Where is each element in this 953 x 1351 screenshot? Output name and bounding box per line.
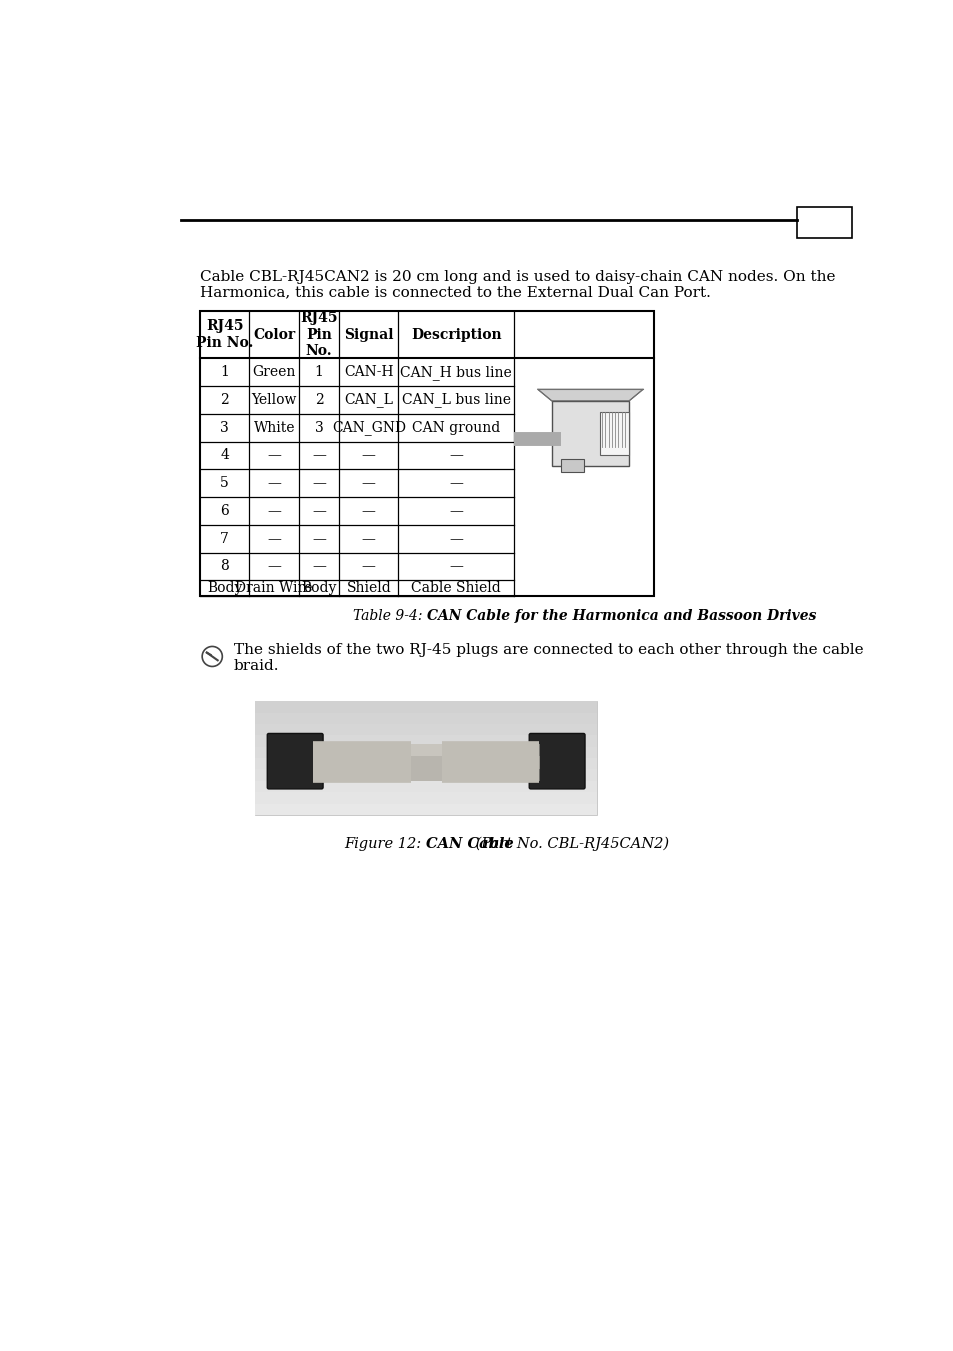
Text: Shield: Shield [346, 581, 391, 594]
Text: —: — [361, 449, 375, 462]
Text: Yellow: Yellow [252, 393, 296, 407]
Bar [254, 792, 597, 804]
Bar [254, 712, 597, 724]
Text: Signal: Signal [344, 327, 394, 342]
Text: —: — [312, 532, 326, 546]
Text: —: — [267, 559, 281, 573]
Text: Color: Color [253, 327, 295, 342]
Text: CAN_L bus line: CAN_L bus line [401, 393, 511, 408]
Text: White: White [253, 420, 294, 435]
Bar [796, 207, 852, 238]
Bar [254, 747, 597, 758]
Text: The shields of the two RJ-45 plugs are connected to each other through the cable: The shields of the two RJ-45 plugs are c… [233, 643, 862, 658]
Bar [254, 804, 597, 815]
Bar [317, 750, 333, 771]
Bar [254, 735, 597, 747]
Text: Harmonica, this cable is connected to the External Dual Can Port.: Harmonica, this cable is connected to th… [199, 285, 710, 300]
Text: 8: 8 [220, 559, 229, 573]
Text: CAN_L: CAN_L [344, 393, 393, 408]
Text: braid.: braid. [233, 659, 279, 673]
Text: —: — [361, 504, 375, 517]
Text: Table 9-4:: Table 9-4: [353, 609, 427, 623]
Text: Description: Description [411, 327, 501, 342]
Text: —: — [267, 449, 281, 462]
Text: —: — [361, 559, 375, 573]
Text: —: — [267, 532, 281, 546]
Text: CAN Cable: CAN Cable [426, 836, 514, 851]
Text: —: — [449, 532, 463, 546]
Bar [254, 701, 597, 815]
Text: —: — [361, 532, 375, 546]
Bar [254, 701, 597, 712]
Bar [599, 412, 629, 455]
Bar [319, 758, 323, 761]
Text: —: — [449, 476, 463, 490]
Text: 7: 7 [220, 532, 229, 546]
Text: —: — [312, 559, 326, 573]
Text: 2: 2 [314, 393, 323, 407]
Bar [560, 458, 583, 473]
Text: 3: 3 [314, 420, 323, 435]
Text: —: — [267, 504, 281, 517]
Text: 6: 6 [220, 504, 229, 517]
Text: Drain Wire: Drain Wire [235, 581, 313, 594]
Text: Figure 12:: Figure 12: [344, 836, 426, 851]
Text: 1: 1 [220, 365, 229, 380]
Text: CAN ground: CAN ground [412, 420, 500, 435]
Text: Body: Body [301, 581, 336, 594]
Bar [518, 750, 534, 771]
Text: 4: 4 [220, 449, 229, 462]
Text: 5: 5 [220, 476, 229, 490]
Text: CAN_H bus line: CAN_H bus line [400, 365, 512, 380]
Text: Cable Shield: Cable Shield [411, 581, 500, 594]
Text: —: — [312, 504, 326, 517]
Bar [319, 766, 323, 770]
Text: 2: 2 [220, 393, 229, 407]
Bar [254, 724, 597, 735]
Text: CAN-H: CAN-H [344, 365, 394, 380]
Text: —: — [449, 504, 463, 517]
Text: 3: 3 [220, 420, 229, 435]
Bar [319, 753, 323, 755]
Bar [528, 762, 533, 765]
Text: RJ45
Pin No.: RJ45 Pin No. [195, 319, 253, 350]
Text: —: — [361, 476, 375, 490]
Bar [528, 766, 533, 770]
Text: —: — [312, 449, 326, 462]
Text: Green: Green [253, 365, 295, 380]
Polygon shape [537, 389, 642, 401]
Text: Cable CBL-RJ45CAN2 is 20 cm long and is used to daisy-chain CAN nodes. On the: Cable CBL-RJ45CAN2 is 20 cm long and is … [199, 270, 835, 284]
Text: RJ45
Pin
No.: RJ45 Pin No. [300, 311, 337, 358]
Bar [254, 781, 597, 792]
Bar [199, 311, 654, 596]
Text: —: — [449, 559, 463, 573]
Text: —: — [312, 476, 326, 490]
Text: —: — [449, 449, 463, 462]
Text: —: — [267, 476, 281, 490]
Bar [551, 401, 629, 466]
FancyBboxPatch shape [267, 734, 323, 789]
Bar [528, 758, 533, 761]
Bar [254, 770, 597, 781]
Bar [254, 758, 597, 770]
Text: CAN Cable for the Harmonica and Bassoon Drives: CAN Cable for the Harmonica and Bassoon … [427, 609, 816, 623]
Text: (Part No. CBL-RJ45CAN2): (Part No. CBL-RJ45CAN2) [471, 836, 668, 851]
FancyBboxPatch shape [529, 734, 584, 789]
Bar [319, 762, 323, 765]
Bar [528, 753, 533, 755]
Text: CAN_GND: CAN_GND [332, 420, 405, 435]
Text: 1: 1 [314, 365, 323, 380]
Text: Body: Body [207, 581, 242, 594]
